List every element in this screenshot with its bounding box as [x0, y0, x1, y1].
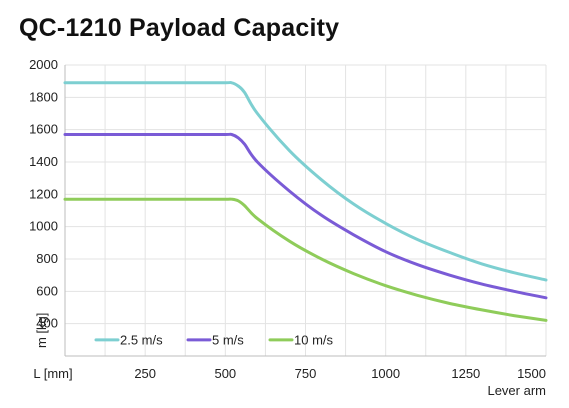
y-tick-label: 1800 [29, 89, 58, 104]
y-tick-label: 800 [36, 251, 58, 266]
x-axis-label: Lever arm [487, 383, 546, 398]
y-tick-label: 400 [36, 316, 58, 331]
x-tick-label: 1250 [451, 366, 480, 381]
series-line [63, 197, 548, 322]
chart-title: QC-1210 Payload Capacity [19, 14, 340, 42]
legend: 2.5 m/s 5 m/s 10 m/s [94, 332, 334, 347]
x-tick-label: 750 [295, 366, 317, 381]
series-line [63, 81, 548, 282]
y-tick-label: 1200 [29, 186, 58, 201]
x-tick-label: 250 [134, 366, 156, 381]
y-tick-label: 600 [36, 283, 58, 298]
legend-label: 10 m/s [294, 332, 334, 347]
legend-label: 2.5 m/s [120, 332, 163, 347]
y-axis-label: m [kg] [34, 313, 49, 348]
x-axis-unit-label: L [mm] [33, 366, 72, 381]
x-tick-label: 500 [214, 366, 236, 381]
x-tick-label: 1500 [517, 366, 546, 381]
x-tick-label: 1000 [371, 366, 400, 381]
y-tick-label: 1000 [29, 219, 58, 234]
series-lines [63, 81, 548, 322]
tick-labels: 400 600 800 1000 1200 1400 1600 1800 2000 250 500 7… [29, 57, 546, 381]
y-tick-label: 1600 [29, 122, 58, 137]
axes [64, 65, 546, 357]
series-line [63, 132, 548, 300]
legend-label: 5 m/s [212, 332, 244, 347]
y-tick-label: 2000 [29, 57, 58, 72]
grid-lines [65, 64, 547, 357]
y-tick-label: 1400 [29, 154, 58, 169]
